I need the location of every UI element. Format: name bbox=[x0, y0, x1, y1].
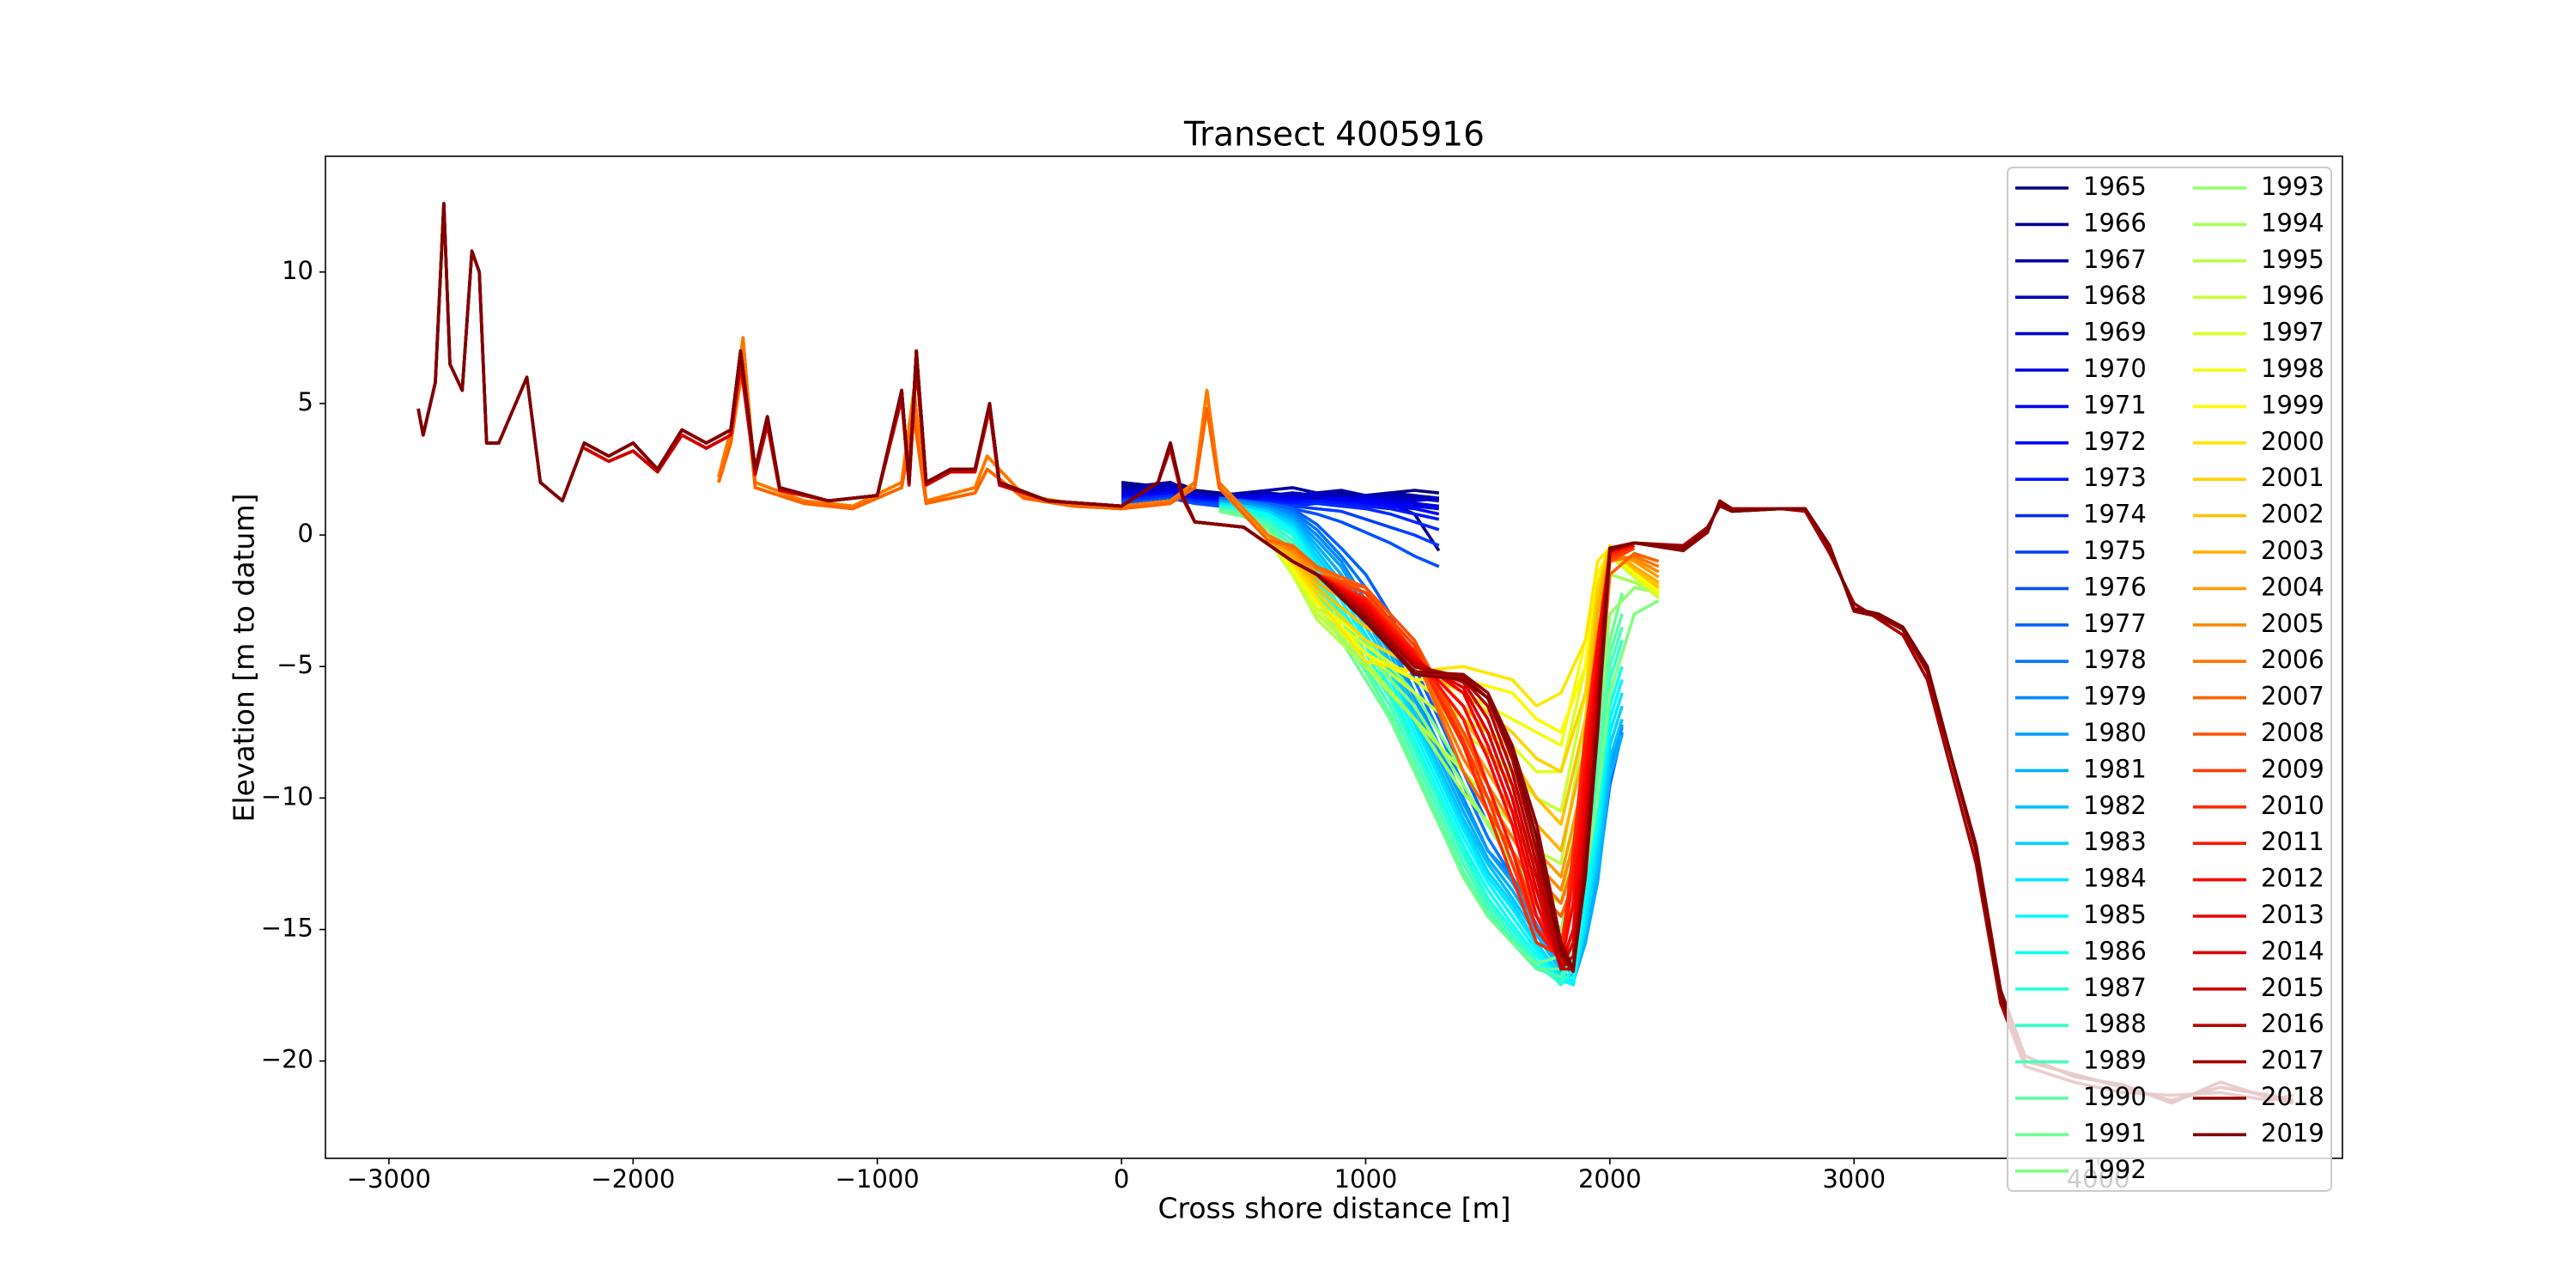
legend-label: 2007 bbox=[2261, 682, 2324, 711]
legend-label: 2011 bbox=[2261, 827, 2324, 856]
legend-label: 2012 bbox=[2261, 864, 2324, 893]
data-line bbox=[1218, 501, 1624, 987]
legend-label: 1990 bbox=[2083, 1082, 2147, 1111]
data-line bbox=[717, 362, 1660, 734]
legend-label: 1983 bbox=[2083, 827, 2147, 856]
legend-label: 1997 bbox=[2261, 318, 2324, 347]
legend-label: 2002 bbox=[2261, 500, 2324, 529]
legend-label: 1970 bbox=[2083, 354, 2147, 383]
data-line bbox=[1218, 501, 1624, 984]
legend-label: 2008 bbox=[2261, 718, 2324, 747]
legend-label: 2019 bbox=[2261, 1118, 2324, 1147]
x-tick-label: 0 bbox=[1114, 1164, 1129, 1194]
legend-label: 1967 bbox=[2083, 245, 2147, 274]
x-tick-label: −1000 bbox=[835, 1164, 920, 1194]
legend-label: 1981 bbox=[2083, 754, 2147, 783]
x-tick-label: 1000 bbox=[1334, 1164, 1398, 1194]
legend-label: 1987 bbox=[2083, 973, 2147, 1002]
data-line bbox=[1218, 499, 1624, 984]
legend-label: 1971 bbox=[2083, 390, 2147, 419]
legend-label: 2004 bbox=[2261, 572, 2324, 601]
legend-label: 2000 bbox=[2261, 427, 2324, 456]
y-tick-label: 5 bbox=[298, 387, 313, 416]
data-line bbox=[1121, 489, 1439, 508]
data-line bbox=[717, 336, 1660, 905]
legend-label: 2017 bbox=[2261, 1046, 2324, 1075]
data-line bbox=[1218, 504, 1624, 984]
legend-label: 1977 bbox=[2083, 609, 2147, 638]
axis-ticks: −3000−2000−100001000200030004000−20−15−1… bbox=[261, 256, 2130, 1194]
data-line bbox=[717, 336, 1660, 708]
x-tick-label: 2000 bbox=[1578, 1164, 1642, 1194]
x-tick-label: −3000 bbox=[347, 1164, 431, 1194]
x-tick-label: −2000 bbox=[591, 1164, 675, 1194]
legend: 1965 1966 1967 1968 1969 1970 1971 1972 1973 1974… bbox=[2007, 167, 2332, 1192]
legend-label: 1972 bbox=[2083, 427, 2147, 456]
legend-label: 2016 bbox=[2261, 1009, 2324, 1038]
y-tick-label: 0 bbox=[298, 519, 313, 548]
legend-label: 1991 bbox=[2083, 1118, 2147, 1147]
legend-label: 2010 bbox=[2261, 791, 2324, 820]
legend-label: 1994 bbox=[2261, 208, 2324, 237]
data-line bbox=[1121, 481, 1439, 500]
y-axis-label: Elevation [m to datum] bbox=[228, 494, 261, 823]
legend-label: 1965 bbox=[2083, 172, 2147, 201]
data-line bbox=[717, 362, 1660, 774]
legend-label: 1975 bbox=[2083, 536, 2147, 565]
legend-label: 1988 bbox=[2083, 1009, 2147, 1038]
legend-label: 1995 bbox=[2261, 245, 2324, 274]
data-line bbox=[416, 202, 2294, 1103]
legend-label: 2006 bbox=[2261, 645, 2324, 674]
legend-label: 1993 bbox=[2261, 172, 2324, 201]
legend-label: 1992 bbox=[2083, 1155, 2147, 1184]
legend-box bbox=[2007, 167, 2332, 1192]
data-line bbox=[1218, 504, 1624, 984]
y-tick-label: −15 bbox=[261, 914, 313, 943]
legend-label: 1985 bbox=[2083, 900, 2147, 929]
legend-label: 1986 bbox=[2083, 936, 2147, 965]
legend-label: 1974 bbox=[2083, 500, 2147, 529]
legend-label: 2009 bbox=[2261, 754, 2324, 783]
data-line bbox=[1121, 491, 1440, 516]
legend-label: 1989 bbox=[2083, 1046, 2147, 1075]
legend-label: 1978 bbox=[2083, 645, 2147, 674]
legend-label: 2014 bbox=[2261, 936, 2324, 965]
legend-label: 1980 bbox=[2083, 718, 2147, 747]
legend-label: 1969 bbox=[2083, 318, 2147, 347]
data-line bbox=[717, 362, 1660, 774]
legend-label: 2013 bbox=[2261, 900, 2324, 929]
y-tick-label: 10 bbox=[282, 256, 313, 285]
x-axis-label: Cross shore distance [m] bbox=[1157, 1192, 1510, 1225]
chart-title: Transect 4005916 bbox=[1183, 116, 1485, 155]
legend-label: 1996 bbox=[2261, 281, 2324, 310]
y-tick-label: −20 bbox=[261, 1045, 313, 1074]
legend-label: 1973 bbox=[2083, 463, 2147, 492]
plot-frame bbox=[325, 155, 2343, 1159]
data-line bbox=[717, 336, 1660, 945]
legend-label: 2003 bbox=[2261, 536, 2324, 565]
legend-label: 1966 bbox=[2083, 208, 2147, 237]
legend-label: 2018 bbox=[2261, 1082, 2324, 1111]
legend-label: 1968 bbox=[2083, 281, 2147, 310]
legend-label: 1984 bbox=[2083, 864, 2147, 893]
legend-label: 1999 bbox=[2261, 390, 2324, 419]
legend-label: 1976 bbox=[2083, 572, 2147, 601]
legend-label: 1998 bbox=[2261, 354, 2324, 383]
x-tick-label: 3000 bbox=[1822, 1164, 1886, 1194]
legend-label: 2015 bbox=[2261, 973, 2324, 1002]
legend-label: 2001 bbox=[2261, 463, 2324, 492]
legend-label: 2005 bbox=[2261, 609, 2324, 638]
legend-label: 1979 bbox=[2083, 682, 2147, 711]
plot-lines bbox=[416, 202, 2294, 1105]
legend-label: 1982 bbox=[2083, 791, 2147, 820]
y-tick-label: −5 bbox=[276, 650, 313, 679]
y-tick-label: −10 bbox=[261, 781, 313, 811]
